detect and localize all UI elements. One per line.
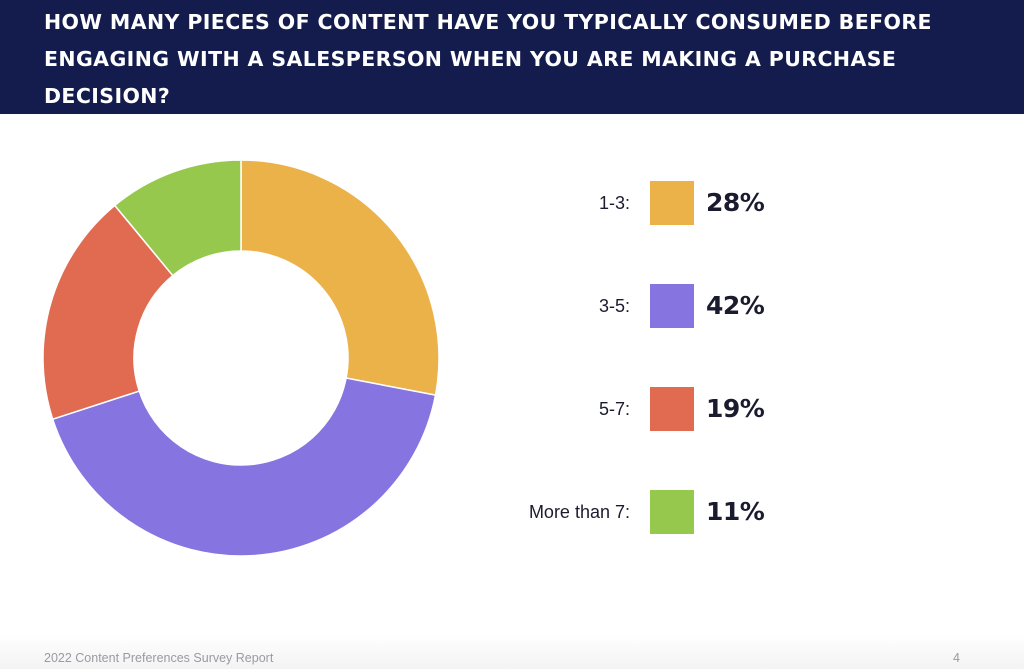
legend-item-more-than-7: More than 7: 11% — [470, 490, 830, 534]
legend-swatch — [650, 284, 694, 328]
legend-item-5-7: 5-7: 19% — [470, 387, 830, 431]
page-number: 4 — [953, 651, 960, 665]
legend-swatch — [650, 387, 694, 431]
legend-value: 28% — [706, 188, 765, 217]
legend-value: 19% — [706, 394, 765, 423]
report-title: 2022 Content Preferences Survey Report — [44, 651, 274, 665]
legend-item-1-3: 1-3: 28% — [470, 181, 830, 225]
chart-legend: 1-3: 28% 3-5: 42% 5-7: 19% More than 7: … — [470, 181, 830, 541]
legend-label: 1-3: — [598, 193, 630, 213]
title-banner: How many pieces of content have you typi… — [0, 0, 1024, 114]
donut-slice-1-3 — [240, 159, 440, 396]
legend-value: 42% — [706, 291, 765, 320]
legend-item-3-5: 3-5: 42% — [470, 284, 830, 328]
legend-swatch — [650, 490, 694, 534]
legend-label: More than 7: — [528, 502, 630, 522]
donut-slice-more-than-7 — [113, 159, 242, 277]
footer-fade — [0, 634, 1024, 669]
donut-slice-3-5 — [51, 377, 437, 557]
page-title: How many pieces of content have you typi… — [44, 10, 932, 108]
donut-slice-5-7 — [42, 204, 174, 421]
legend-value: 11% — [706, 497, 765, 526]
donut-chart — [42, 159, 440, 557]
legend-label: 3-5: — [598, 296, 630, 316]
legend-swatch — [650, 181, 694, 225]
legend-label: 5-7: — [598, 399, 630, 419]
